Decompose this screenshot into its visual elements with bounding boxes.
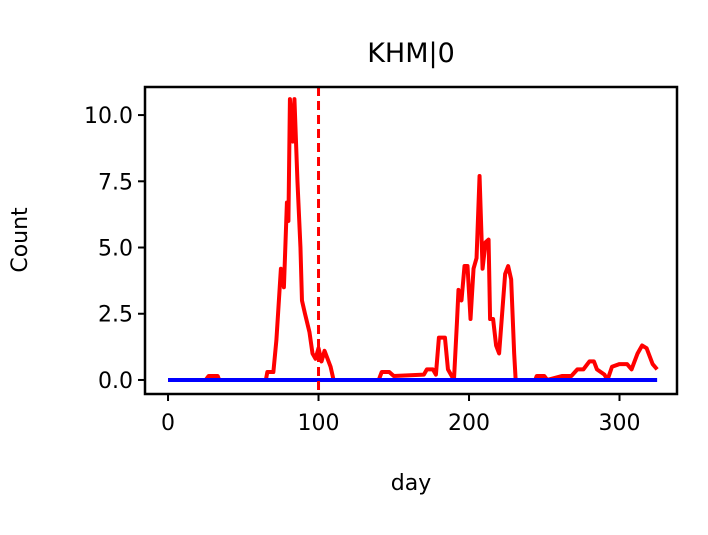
- x-tick-label: 100: [298, 411, 340, 436]
- x-tick-label: 300: [599, 411, 641, 436]
- y-tick-label: 0.0: [98, 369, 133, 394]
- y-tick-label: 5.0: [98, 237, 133, 262]
- x-tick-label: 0: [161, 411, 175, 436]
- x-axis-label: day: [391, 471, 431, 496]
- y-tick-label: 7.5: [98, 170, 133, 195]
- line-series: [168, 97, 659, 382]
- x-tick-label: 200: [448, 411, 490, 436]
- y-tick-label: 2.5: [98, 303, 133, 328]
- chart-title: KHM|0: [367, 38, 455, 69]
- y-tick-label: 10.0: [84, 104, 133, 129]
- plot-frame: [143, 85, 679, 396]
- y-axis-label: Count: [8, 207, 33, 273]
